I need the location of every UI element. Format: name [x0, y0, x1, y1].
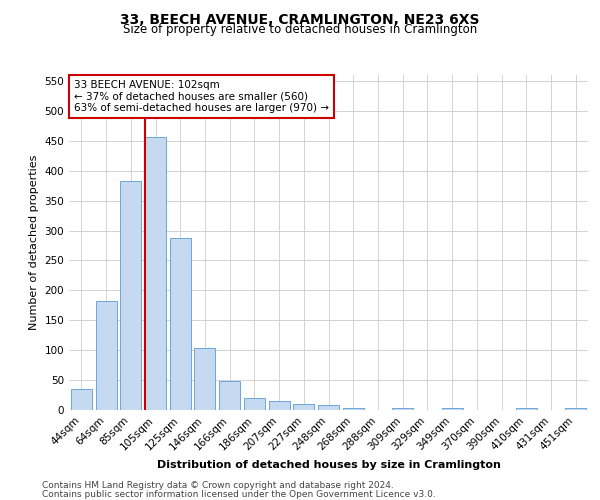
Text: Contains public sector information licensed under the Open Government Licence v3: Contains public sector information licen…	[42, 490, 436, 499]
Bar	[293, 404, 314, 410]
Text: Contains HM Land Registry data © Crown copyright and database right 2024.: Contains HM Land Registry data © Crown c…	[42, 481, 394, 490]
Bar	[442, 408, 463, 410]
X-axis label: Distribution of detached houses by size in Cramlington: Distribution of detached houses by size …	[157, 460, 500, 470]
Text: 33, BEECH AVENUE, CRAMLINGTON, NE23 6XS: 33, BEECH AVENUE, CRAMLINGTON, NE23 6XS	[120, 12, 480, 26]
Y-axis label: Number of detached properties: Number of detached properties	[29, 155, 39, 330]
Bar	[318, 405, 339, 410]
Bar	[219, 382, 240, 410]
Bar	[145, 136, 166, 410]
Text: 33 BEECH AVENUE: 102sqm
← 37% of detached houses are smaller (560)
63% of semi-d: 33 BEECH AVENUE: 102sqm ← 37% of detache…	[74, 80, 329, 113]
Text: Size of property relative to detached houses in Cramlington: Size of property relative to detached ho…	[123, 22, 477, 36]
Bar	[392, 408, 413, 410]
Bar	[244, 398, 265, 410]
Bar	[565, 408, 586, 410]
Bar	[170, 238, 191, 410]
Bar	[120, 181, 141, 410]
Bar	[95, 300, 116, 410]
Bar	[269, 401, 290, 410]
Bar	[516, 408, 537, 410]
Bar	[71, 389, 92, 410]
Bar	[343, 408, 364, 410]
Bar	[194, 348, 215, 410]
